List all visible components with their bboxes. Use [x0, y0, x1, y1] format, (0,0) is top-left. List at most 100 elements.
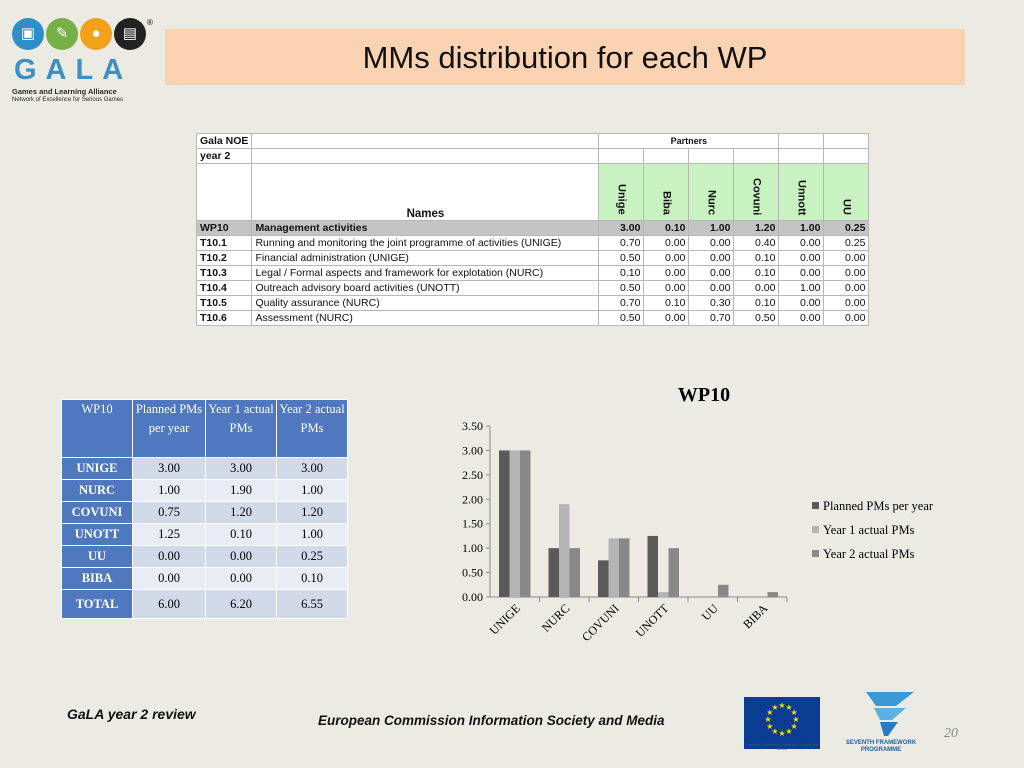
bar-covuni-series-3	[619, 538, 630, 597]
eu-star-icon: ★	[785, 727, 792, 736]
eu-star-icon: ★	[792, 715, 799, 724]
bar-covuni-series-2	[608, 538, 619, 597]
table-cell: 0.50	[598, 310, 645, 326]
table-cell: 0.00	[778, 250, 825, 266]
summary-row-label: COVUNI	[61, 501, 133, 524]
summary-cell: 3.00	[276, 457, 348, 480]
summary-cell: 6.00	[132, 589, 206, 619]
wp10-bar-chart: WP10 0.00 0.50 1.00 1.50 2.00 2.50 3.00 3.50 UNIG…	[462, 384, 934, 644]
summary-row: UU 0.00 0.00 0.25	[61, 545, 348, 568]
x-tick-label: UNIGE	[487, 601, 523, 637]
bar-nurc-series-3	[569, 548, 580, 597]
x-tick-label: UU	[699, 601, 721, 623]
fp7-label-1: SEVENTH FRAMEWORK	[846, 740, 917, 746]
bar-unige-series-2	[509, 450, 520, 597]
summary-cell: 3.00	[205, 457, 277, 480]
fp7-logo-icon: SEVENTH FRAMEWORK PROGRAMME	[846, 692, 917, 753]
table-cell: 0.10	[733, 265, 780, 281]
book-icon: ▤	[114, 18, 146, 50]
eu-star-icon: ★	[785, 703, 792, 712]
summary-header: Year 2 actual PMs	[276, 399, 348, 458]
eu-star-icon: ★	[791, 708, 798, 717]
summary-row: TOTAL 6.00 6.20 6.55	[61, 589, 348, 619]
legend-label: Year 2 actual PMs	[823, 547, 915, 561]
partner-header-covuni: Covuni	[733, 163, 780, 221]
task-name: Assessment (NURC)	[251, 310, 600, 326]
table-cell: 0.50	[598, 280, 645, 296]
eu-star-icon: ★	[778, 701, 785, 710]
table-cell: 0.00	[688, 235, 735, 251]
summary-row-label: UNIGE	[61, 457, 133, 480]
task-code: T10.4	[195, 280, 253, 296]
summary-row-label: UU	[61, 545, 133, 568]
y-tick-label: 1.00	[462, 541, 483, 555]
x-tick-label: UNOTT	[633, 601, 672, 640]
table-cell: 0.00	[778, 265, 825, 281]
summary-cell: 0.10	[205, 523, 277, 546]
summary-row: COVUNI 0.75 1.20 1.20	[61, 501, 348, 524]
summary-row-label: UNOTT	[61, 523, 133, 546]
table-cell: 3.00	[598, 220, 645, 236]
table-row: T10.2 Financial administration (UNIGE) 0.5…	[195, 250, 870, 266]
partners-header: Partners	[598, 133, 780, 149]
y-tick-label: 0.00	[462, 590, 483, 604]
summary-cell: 0.00	[205, 567, 277, 590]
summary-row-label: BIBA	[61, 567, 133, 590]
table-row: WP10 Management activities 3.00 0.10 1.00 1.2…	[195, 220, 870, 236]
partner-header-biba: Biba	[643, 163, 690, 221]
y-tick-label: 0.50	[462, 566, 483, 580]
task-code: T10.1	[195, 235, 253, 251]
eu-star-icon: ★	[766, 708, 773, 717]
chart-title: WP10	[678, 384, 730, 406]
summary-cell: 0.00	[132, 567, 206, 590]
table-cell: 0.00	[823, 265, 870, 281]
table-row: T10.3 Legal / Formal aspects and framewor…	[195, 265, 870, 281]
bar-nurc-series-1	[548, 548, 559, 597]
task-name: Management activities	[251, 220, 600, 236]
table-cell: 0.30	[688, 295, 735, 311]
legend-label: Planned PMs per year	[823, 499, 934, 513]
summary-row: UNOTT 1.25 0.10 1.00	[61, 523, 348, 546]
legend-swatch	[812, 550, 819, 557]
summary-row: UNIGE 3.00 3.00 3.00	[61, 457, 348, 480]
y-tick-label: 1.50	[462, 517, 483, 531]
eu-flag-icon: ★★★★★★★★★ ★ ★★	[744, 697, 820, 749]
bar-unige-series-3	[520, 450, 531, 597]
table-cell: 0.00	[688, 280, 735, 296]
y-tick-label: 2.00	[462, 492, 483, 506]
summary-cell: 0.00	[132, 545, 206, 568]
title-bar	[165, 29, 965, 85]
footer-ec-label: European Commission Information Society …	[318, 713, 665, 728]
summary-cell: 0.75	[132, 501, 206, 524]
table-cell: 0.00	[688, 265, 735, 281]
summary-header: Planned PMs per year	[132, 399, 206, 458]
table-row: T10.1 Running and monitoring the joint pr…	[195, 235, 870, 251]
corner-label: Gala NOE	[195, 133, 253, 149]
task-code: T10.6	[195, 310, 253, 326]
summary-row: BIBA 0.00 0.00 0.10	[61, 567, 348, 590]
table-cell: 0.10	[733, 250, 780, 266]
table-cell: 0.10	[733, 295, 780, 311]
legend-swatch	[812, 502, 819, 509]
pen-icon: ✎	[46, 18, 78, 50]
partner-name: Nurc	[705, 189, 718, 215]
task-name: Legal / Formal aspects and framework for…	[251, 265, 600, 281]
task-name: Financial administration (UNIGE)	[251, 250, 600, 266]
table-cell: 1.00	[688, 220, 735, 236]
summary-cell: 0.00	[205, 545, 277, 568]
summary-cell: 1.00	[276, 479, 348, 502]
table-cell: 0.70	[598, 295, 645, 311]
summary-row-label: NURC	[61, 479, 133, 502]
bar-unott-series-1	[647, 535, 658, 597]
table-cell: 1.00	[778, 220, 825, 236]
logo-tagline: Network of Excellence for Serious Games	[12, 97, 124, 103]
gala-logo: ▣ ✎ ● ▤ ® GALA Games and Learning Allian…	[8, 18, 158, 108]
table-row: T10.4 Outreach advisory board activities …	[195, 280, 870, 296]
task-name: Running and monitoring the joint program…	[251, 235, 600, 251]
partner-name: Biba	[660, 191, 673, 215]
table-cell: 0.00	[778, 310, 825, 326]
footer-review-label: GaLA year 2 review	[67, 706, 196, 722]
summary-cell: 0.10	[276, 567, 348, 590]
legend-label: Year 1 actual PMs	[823, 523, 915, 537]
table-cell: 0.10	[598, 265, 645, 281]
